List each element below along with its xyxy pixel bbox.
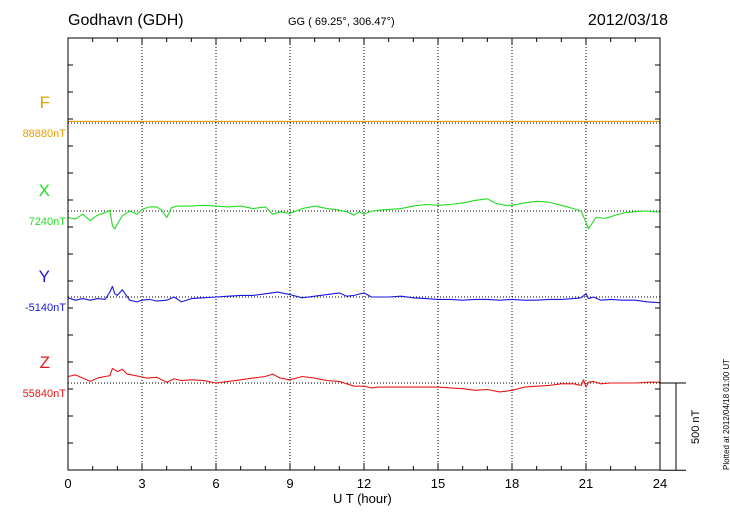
station-coordinates: GG ( 69.25°, 306.47°) [288,16,395,28]
x-tick-label-9: 9 [286,476,293,491]
x-tick-label-18: 18 [505,476,519,491]
x-tick-label-21: 21 [579,476,593,491]
x-tick-label-6: 6 [212,476,219,491]
series-line-z [67,367,660,393]
x-tick-label-24: 24 [653,476,667,491]
x-axis-label: U T (hour) [333,491,392,506]
x-tick-label-12: 12 [357,476,371,491]
date-label: 2012/03/18 [587,12,668,29]
x-tick-label-0: 0 [64,476,71,491]
component-name-x: X [38,181,50,200]
series-line-y [67,285,661,304]
x-tick-label-15: 15 [431,476,445,491]
component-baseline-z: 55840nT [22,388,66,400]
axis-ticks: 0 3 6 9 12 15 18 21 24 [64,38,667,491]
series-lines [67,120,661,393]
x-tick-label-3: 3 [138,476,145,491]
series-line-x [67,198,660,230]
component-baseline-f: 88880nT [22,128,66,140]
component-name-y: Y [38,267,50,286]
grid-lines [141,38,587,470]
component-baseline-x: 7240nT [28,216,66,228]
scale-bar-label: 500 nT [690,409,702,444]
plotted-note: Plotted at 2012/04/18 01:00 UT [722,358,730,470]
component-baseline-y: -5140nT [25,302,66,314]
component-name-f: F [39,93,50,112]
station-title: Godhavn (GDH) [68,12,184,29]
scale-bar [660,382,686,471]
component-name-z: Z [39,353,50,372]
